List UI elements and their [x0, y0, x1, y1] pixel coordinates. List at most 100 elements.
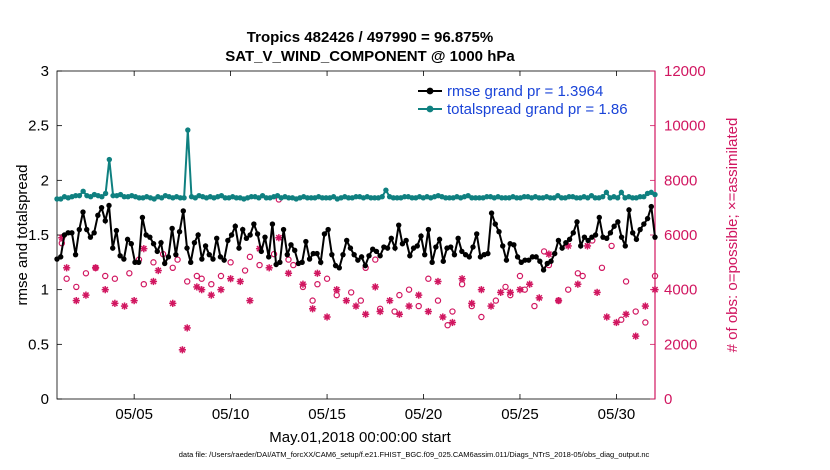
data-point: [362, 262, 368, 269]
data-point: [169, 225, 175, 232]
obs-assimilated-marker: [111, 299, 119, 307]
data-point: [418, 233, 424, 239]
obs-possible-marker: [102, 272, 109, 280]
obs-assimilated-marker: [362, 310, 370, 318]
data-point: [641, 194, 647, 200]
obs-possible-marker: [574, 270, 582, 277]
data-point: [592, 232, 599, 238]
obs-assimilated-marker: [526, 280, 534, 288]
obs-possible-marker: [333, 291, 340, 299]
obs-assimilated-marker: [439, 313, 447, 321]
obs-assimilated-marker: [308, 305, 317, 313]
data-point: [191, 239, 198, 246]
data-point: [113, 227, 120, 234]
data-point: [87, 234, 94, 240]
obs-assimilated-marker: [651, 286, 659, 294]
data-point: [578, 243, 584, 249]
data-point: [552, 250, 558, 257]
data-point: [263, 195, 269, 201]
left-y-tick-label: 3: [41, 63, 49, 80]
obs-possible-marker: [126, 270, 133, 277]
left-y-tick-label: 0.5: [28, 336, 49, 353]
data-point: [248, 194, 255, 200]
data-point: [648, 203, 654, 210]
data-point: [618, 189, 625, 196]
obs-assimilated-marker: [120, 302, 129, 310]
obs-assimilated-marker: [593, 288, 601, 296]
data-point: [98, 204, 105, 211]
data-point: [474, 231, 480, 237]
data-point: [206, 251, 212, 258]
x-axis-label: May.01,2018 00:00:00 start: [269, 429, 451, 446]
obs-possible-marker: [444, 322, 451, 329]
data-point: [228, 232, 235, 238]
data-point: [136, 195, 142, 201]
obs-assimilated-marker: [342, 297, 350, 305]
data-point: [470, 244, 476, 250]
data-point: [251, 221, 257, 227]
data-point: [379, 194, 385, 200]
data-point: [394, 195, 400, 201]
obs-possible-marker: [396, 291, 403, 299]
data-point: [472, 195, 479, 201]
data-point: [329, 251, 335, 258]
data-point: [323, 195, 329, 201]
obs-possible-marker: [174, 256, 181, 263]
obs-possible-marker: [217, 272, 225, 280]
obs-possible-marker: [415, 302, 422, 310]
data-point: [514, 195, 520, 201]
data-point: [537, 258, 543, 264]
obs-assimilated-marker: [178, 346, 186, 354]
data-point: [132, 259, 138, 266]
obs-possible-marker: [521, 286, 528, 293]
data-point: [603, 189, 610, 196]
data-point: [243, 235, 250, 241]
data-point: [459, 248, 465, 255]
data-point: [280, 226, 287, 233]
obs-assimilated-marker: [198, 286, 206, 294]
data-point: [529, 254, 536, 260]
data-point: [76, 226, 82, 233]
data-point: [236, 245, 242, 251]
data-point: [69, 230, 75, 236]
data-point: [72, 251, 79, 258]
obs-possible-marker: [246, 253, 254, 261]
data-point: [514, 254, 521, 260]
data-point: [319, 195, 326, 201]
obs-possible-marker: [309, 297, 316, 304]
data-point: [399, 241, 406, 247]
data-point: [214, 235, 220, 241]
obs-assimilated-marker: [246, 297, 254, 305]
data-point: [511, 242, 517, 248]
data-point: [269, 221, 276, 227]
data-point: [637, 226, 643, 233]
obs-possible-marker: [516, 272, 524, 280]
data-point: [233, 195, 240, 201]
obs-assimilated-marker: [63, 264, 71, 272]
data-point: [314, 250, 320, 257]
obs-assimilated-marker: [535, 294, 543, 302]
legend-label-totalspread: totalspread grand pr = 1.86: [447, 101, 628, 118]
left-y-tick-label: 1.5: [28, 227, 49, 244]
obs-possible-marker: [372, 256, 379, 263]
data-point: [622, 243, 628, 249]
data-point: [303, 238, 309, 245]
obs-possible-marker: [391, 308, 398, 315]
data-point: [499, 195, 505, 201]
data-point: [139, 214, 146, 221]
data-point: [106, 202, 112, 209]
data-point: [596, 214, 602, 221]
right-y-tick-label: 2000: [664, 336, 697, 353]
data-point: [84, 226, 90, 233]
left-y-axis: 0 0.5 1 1.5 2 2.5 3: [28, 63, 62, 408]
data-point: [147, 234, 153, 240]
obs-possible-marker: [540, 248, 548, 255]
data-point: [455, 235, 461, 241]
data-point: [570, 230, 576, 236]
obs-possible-marker: [82, 270, 90, 277]
obs-possible-marker: [73, 283, 80, 291]
data-point: [466, 254, 472, 260]
obs-possible-marker: [622, 278, 630, 285]
data-point: [476, 195, 483, 201]
data-point: [629, 195, 636, 201]
